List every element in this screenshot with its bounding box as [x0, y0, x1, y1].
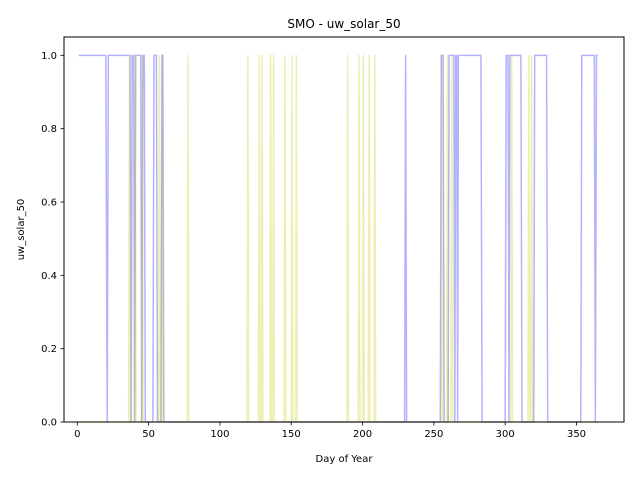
x-tick-label: 250 — [424, 429, 443, 440]
x-axis-ticks: 0 50 100 150 200 250 300 350 — [74, 422, 586, 440]
y-tick-label: 0.8 — [41, 124, 57, 135]
y-tick-label: 0.4 — [41, 271, 57, 282]
y-axis-ticks: 0.0 0.2 0.4 0.6 0.8 1.0 — [41, 51, 64, 429]
x-tick-label: 0 — [74, 429, 80, 440]
y-tick-label: 1.0 — [41, 51, 57, 62]
x-tick-label: 300 — [496, 429, 515, 440]
y-tick-label: 0.6 — [41, 198, 57, 209]
x-tick-label: 50 — [142, 429, 155, 440]
x-tick-label: 100 — [210, 429, 229, 440]
y-tick-label: 0.0 — [41, 418, 57, 429]
x-tick-label: 350 — [567, 429, 586, 440]
x-axis-label: Day of Year — [316, 454, 374, 465]
chart-title: SMO - uw_solar_50 — [287, 17, 400, 31]
y-tick-label: 0.2 — [41, 344, 57, 355]
plot-frame — [63, 36, 625, 423]
x-tick-label: 150 — [282, 429, 301, 440]
y-axis-label: uw_solar_50 — [16, 199, 27, 261]
x-tick-label: 200 — [353, 429, 372, 440]
